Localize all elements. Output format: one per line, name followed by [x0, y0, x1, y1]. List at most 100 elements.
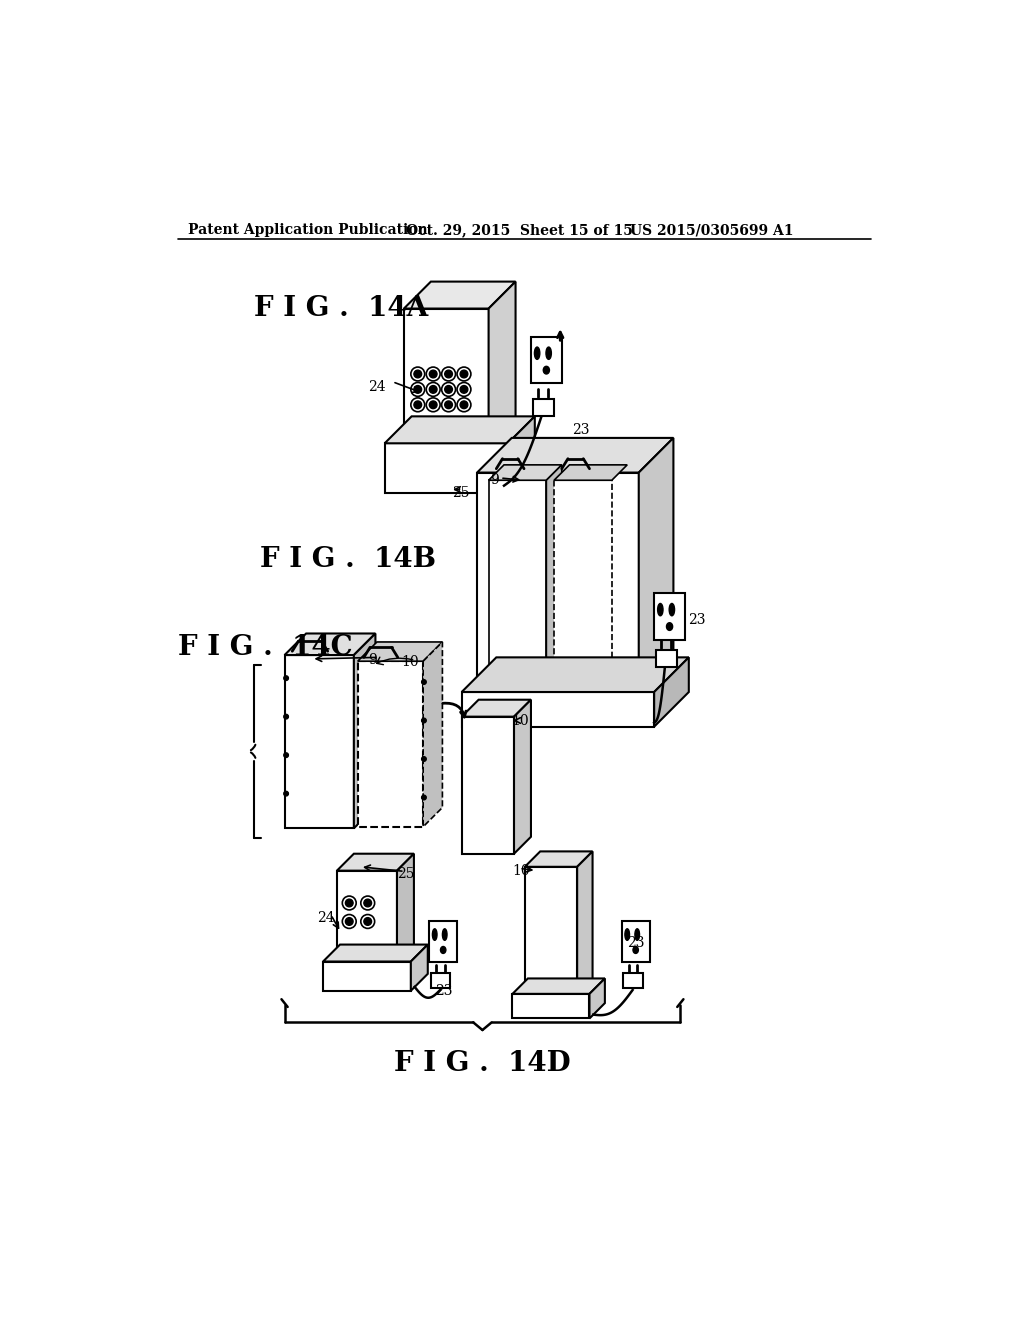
Polygon shape — [547, 465, 562, 677]
Circle shape — [414, 370, 422, 378]
Circle shape — [422, 756, 426, 762]
Circle shape — [422, 680, 426, 684]
Polygon shape — [337, 854, 414, 871]
Circle shape — [360, 896, 375, 909]
Circle shape — [460, 370, 468, 378]
Text: F I G .  14C: F I G . 14C — [178, 635, 353, 661]
Text: 10: 10 — [401, 655, 419, 669]
Circle shape — [457, 367, 471, 381]
Text: F I G .  14B: F I G . 14B — [260, 545, 436, 573]
Ellipse shape — [625, 929, 630, 940]
Circle shape — [426, 397, 440, 412]
Text: 10: 10 — [511, 714, 528, 729]
Polygon shape — [411, 945, 428, 991]
Text: 25: 25 — [453, 487, 470, 500]
Circle shape — [364, 917, 372, 925]
Circle shape — [429, 401, 437, 409]
Polygon shape — [403, 281, 515, 309]
Circle shape — [457, 383, 471, 396]
Polygon shape — [385, 416, 535, 444]
Ellipse shape — [442, 929, 447, 940]
Text: 24: 24 — [316, 911, 335, 925]
Polygon shape — [423, 642, 442, 826]
Circle shape — [429, 385, 437, 393]
Circle shape — [460, 385, 468, 393]
Circle shape — [342, 915, 356, 928]
Polygon shape — [488, 281, 515, 444]
Circle shape — [411, 367, 425, 381]
Polygon shape — [578, 851, 593, 994]
Polygon shape — [323, 961, 411, 991]
Bar — [655, 649, 677, 667]
Bar — [622, 921, 649, 962]
Circle shape — [414, 385, 422, 393]
Polygon shape — [462, 717, 514, 854]
Circle shape — [284, 714, 289, 719]
Circle shape — [342, 896, 356, 909]
Ellipse shape — [440, 946, 445, 953]
Bar — [654, 594, 685, 640]
Polygon shape — [639, 438, 674, 692]
Text: 9: 9 — [490, 473, 499, 487]
Text: Patent Application Publication: Patent Application Publication — [188, 223, 428, 238]
Ellipse shape — [635, 929, 640, 940]
Circle shape — [422, 718, 426, 723]
Polygon shape — [524, 851, 593, 867]
Polygon shape — [462, 692, 654, 726]
Circle shape — [345, 899, 353, 907]
Circle shape — [364, 899, 372, 907]
Circle shape — [426, 367, 440, 381]
Polygon shape — [403, 309, 488, 444]
Ellipse shape — [432, 929, 437, 940]
Text: 23: 23 — [628, 936, 645, 950]
Polygon shape — [337, 871, 397, 961]
Text: 23: 23 — [572, 424, 590, 437]
Polygon shape — [285, 634, 376, 655]
Text: Oct. 29, 2015  Sheet 15 of 15: Oct. 29, 2015 Sheet 15 of 15 — [407, 223, 633, 238]
Polygon shape — [477, 473, 639, 692]
Circle shape — [411, 397, 425, 412]
Circle shape — [411, 383, 425, 396]
Text: 24: 24 — [368, 380, 385, 395]
Circle shape — [360, 915, 375, 928]
Circle shape — [414, 401, 422, 409]
Circle shape — [429, 370, 437, 378]
Bar — [624, 973, 643, 987]
Circle shape — [444, 370, 453, 378]
Polygon shape — [354, 634, 376, 829]
Circle shape — [284, 792, 289, 796]
Text: 25: 25 — [397, 867, 415, 880]
Circle shape — [444, 385, 453, 393]
Ellipse shape — [544, 367, 550, 374]
Polygon shape — [488, 465, 562, 480]
Polygon shape — [397, 854, 414, 961]
Polygon shape — [357, 642, 442, 661]
Circle shape — [444, 401, 453, 409]
Ellipse shape — [633, 946, 638, 953]
Bar — [431, 973, 451, 987]
Polygon shape — [508, 416, 535, 494]
Polygon shape — [477, 438, 674, 473]
Polygon shape — [554, 480, 611, 677]
Polygon shape — [514, 700, 531, 854]
Text: 23: 23 — [435, 983, 453, 998]
Polygon shape — [654, 657, 689, 726]
Bar — [429, 921, 457, 962]
Polygon shape — [462, 657, 689, 692]
Circle shape — [284, 752, 289, 758]
Text: 9: 9 — [368, 653, 377, 667]
Text: US 2015/0305699 A1: US 2015/0305699 A1 — [630, 223, 793, 238]
Polygon shape — [462, 700, 531, 717]
Ellipse shape — [667, 623, 673, 631]
Bar — [531, 337, 562, 383]
Circle shape — [460, 401, 468, 409]
Circle shape — [284, 676, 289, 681]
Text: 23: 23 — [688, 612, 706, 627]
Polygon shape — [357, 661, 423, 826]
Ellipse shape — [669, 603, 675, 616]
Polygon shape — [554, 465, 628, 480]
Polygon shape — [285, 655, 354, 829]
Ellipse shape — [546, 347, 551, 359]
Text: 10: 10 — [512, 863, 530, 878]
Text: F I G .  14D: F I G . 14D — [394, 1051, 570, 1077]
